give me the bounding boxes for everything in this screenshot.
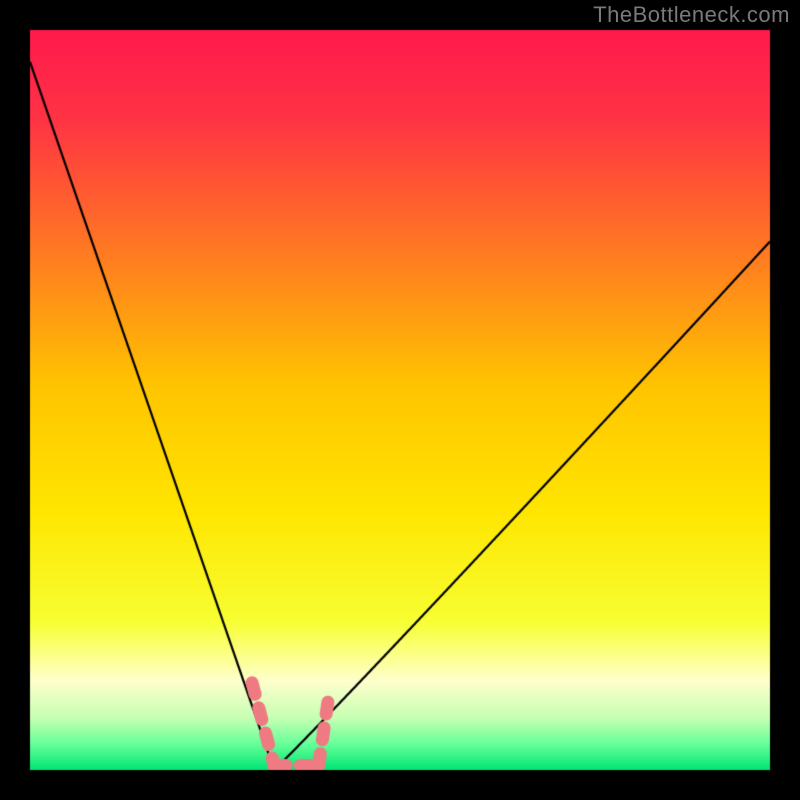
bottleneck-curve-chart: [0, 0, 800, 800]
chart-stage: TheBottleneck.com: [0, 0, 800, 800]
watermark-text: TheBottleneck.com: [593, 2, 790, 28]
